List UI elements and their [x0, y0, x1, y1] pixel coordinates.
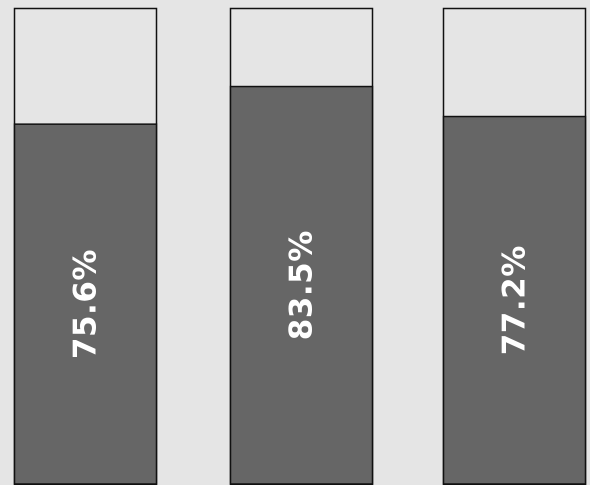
- bar-fill: [442, 115, 587, 485]
- bar-value-label: 83.5%: [284, 230, 320, 340]
- bar-fill: [13, 123, 158, 485]
- bar-group: 77.2%: [442, 7, 587, 485]
- bar-fill: [229, 85, 374, 485]
- bar-value-label: 77.2%: [497, 245, 533, 355]
- bar-group: 75.6%: [13, 7, 158, 485]
- bar-group: 83.5%: [229, 7, 374, 485]
- bar-value-label: 75.6%: [68, 249, 104, 359]
